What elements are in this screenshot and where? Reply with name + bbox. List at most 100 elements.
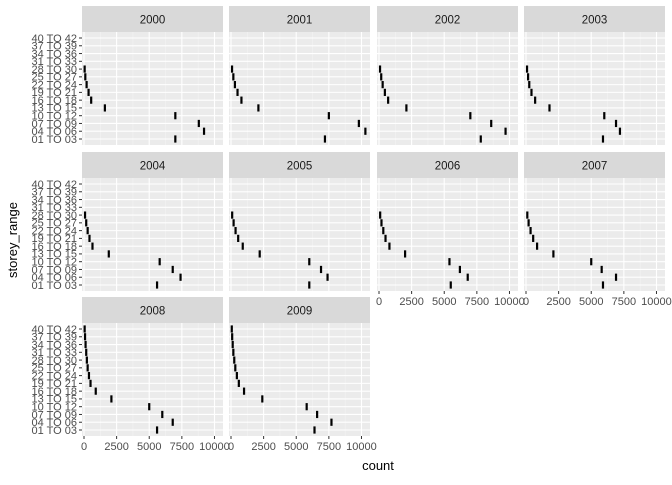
data-point (261, 395, 264, 403)
y-axis-tick-label: 19 TO 21 (32, 87, 77, 99)
data-point (94, 387, 97, 395)
data-point (388, 242, 391, 250)
y-axis-tick-label: 19 TO 21 (32, 378, 77, 390)
data-point (323, 135, 327, 143)
data-point (84, 73, 87, 81)
data-point (237, 379, 240, 387)
x-axis-tick-label: 10000 (346, 441, 377, 453)
data-point (84, 340, 87, 349)
x-axis-tick-label: 0 (81, 441, 87, 453)
data-point (528, 81, 531, 89)
data-point (231, 333, 234, 341)
data-point (85, 219, 88, 227)
y-axis-tick-label: 10 TO 12 (32, 401, 77, 413)
data-point (202, 127, 206, 135)
y-axis-tick-label: 28 TO 30 (32, 210, 77, 222)
facet-strip (229, 6, 370, 32)
data-point (535, 242, 539, 250)
data-point (174, 135, 177, 143)
data-point (174, 112, 177, 120)
x-axis-tick-label: 2500 (251, 441, 275, 453)
data-point (305, 403, 308, 411)
x-axis-tick-label: 0 (228, 441, 234, 453)
x-axis-tick-label: 7500 (612, 296, 636, 308)
facet-strip-label: 2009 (287, 306, 313, 318)
facet-strip (229, 152, 370, 178)
data-point (234, 364, 237, 372)
data-point (155, 426, 159, 434)
data-point (466, 273, 469, 281)
y-axis-tick-label: 31 TO 33 (32, 347, 77, 359)
data-point (197, 119, 200, 128)
data-point (357, 119, 360, 128)
data-point (601, 281, 605, 289)
y-axis-tick-label: 10 TO 12 (32, 256, 77, 268)
facet-panel-2007: 2007 0 2500 5000 7500 10000 (523, 152, 672, 308)
y-axis-tick-label: 13 TO 15 (32, 394, 77, 406)
y-axis-tick-label: 37 TO 39 (32, 187, 77, 199)
y-axis-tick-label: 19 TO 21 (32, 233, 77, 245)
data-point (89, 379, 92, 387)
y-axis-tick-label: 13 TO 15 (32, 249, 77, 261)
panel-background (82, 323, 223, 436)
x-axis-tick-label: 5000 (137, 441, 161, 453)
data-point (86, 227, 89, 235)
x-axis-tick-label: 2500 (104, 441, 128, 453)
data-point (316, 410, 319, 419)
panel-background (229, 323, 370, 436)
facet-strip (377, 6, 518, 32)
y-axis-tick-label: 34 TO 36 (32, 194, 77, 206)
y-axis-tick-label: 04 TO 06 (32, 272, 77, 284)
panel-background (229, 32, 370, 145)
data-point (236, 88, 239, 96)
facet-strip-label: 2002 (435, 15, 461, 27)
data-point (158, 258, 161, 266)
y-axis-tick-label: 22 TO 24 (32, 79, 77, 91)
data-point (534, 96, 537, 104)
y-axis-tick-label: 25 TO 27 (32, 363, 77, 375)
data-point (327, 112, 330, 120)
data-point (548, 104, 551, 112)
facet-strip (377, 152, 518, 178)
y-axis-tick-label: 13 TO 15 (32, 103, 77, 115)
data-point (90, 96, 93, 104)
facet-strip-label: 2000 (140, 15, 166, 27)
data-point (242, 387, 246, 395)
data-point (387, 96, 390, 104)
y-axis-title: storey_range (5, 202, 20, 278)
data-point (171, 265, 174, 274)
x-axis-tick-label: 7500 (465, 296, 489, 308)
data-point (171, 418, 174, 426)
facet-panel-2009: 2009 0 2500 5000 7500 10000 (228, 297, 377, 453)
facet-strip (229, 297, 370, 323)
data-point (403, 250, 407, 258)
data-point (161, 410, 164, 419)
data-point (526, 73, 530, 81)
data-point (83, 333, 87, 341)
x-axis-tick-label: 7500 (170, 441, 194, 453)
data-point (378, 65, 382, 73)
y-axis-tick-label: 28 TO 30 (32, 355, 77, 367)
facet-strip-label: 2005 (287, 161, 313, 173)
data-point (232, 219, 235, 227)
data-point (380, 73, 383, 81)
y-axis-tick-label: 22 TO 24 (32, 225, 77, 237)
facet-panel-2006: 2006 0 2500 5000 7500 10000 (376, 152, 525, 308)
data-point (258, 250, 261, 258)
x-axis-tick-label: 2500 (546, 296, 570, 308)
facet-strip-label: 2003 (582, 15, 608, 27)
data-point (231, 211, 234, 219)
data-point (230, 325, 233, 333)
facet-panel-2005: 2005 (229, 152, 370, 291)
panel-background (524, 32, 665, 145)
data-point (405, 104, 408, 112)
y-axis-tick-label: 22 TO 24 (32, 370, 77, 382)
y-axis-tick-label: 10 TO 12 (32, 110, 77, 122)
data-point (380, 219, 383, 227)
data-point (530, 88, 533, 96)
x-axis-tick-label: 2500 (399, 296, 423, 308)
x-axis-tick-label: 5000 (432, 296, 456, 308)
data-point (155, 281, 159, 289)
data-point (448, 258, 451, 266)
